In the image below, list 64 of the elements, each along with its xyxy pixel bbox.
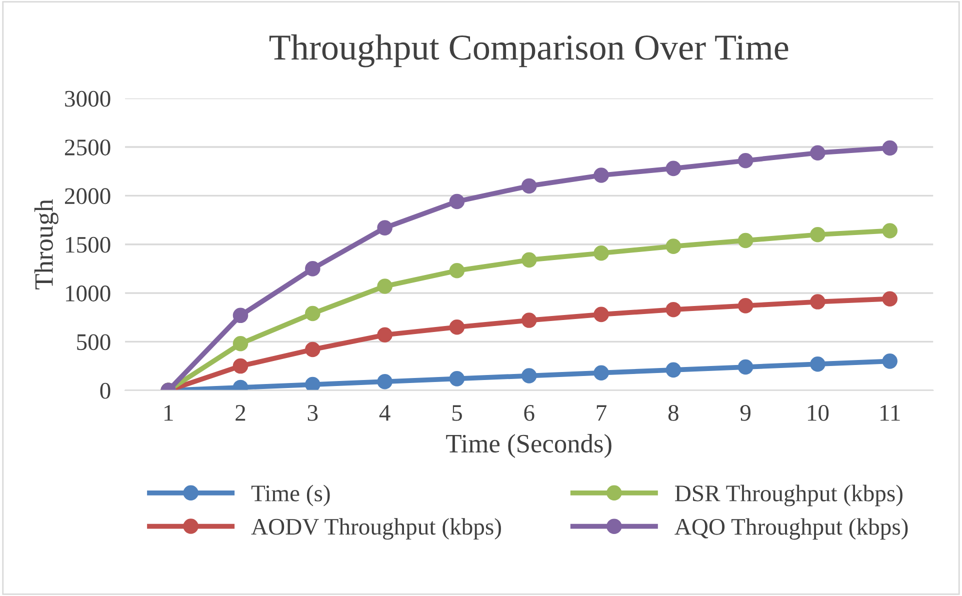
y-tick-label: 500 bbox=[77, 334, 110, 350]
x-tick-label: 11 bbox=[880, 405, 900, 421]
point bbox=[594, 245, 609, 261]
x-tick-label: 8 bbox=[668, 404, 678, 421]
point bbox=[232, 308, 248, 324]
point bbox=[377, 374, 392, 390]
y-tick-label: 0 bbox=[100, 382, 110, 399]
point bbox=[449, 263, 465, 278]
point bbox=[521, 252, 537, 268]
point bbox=[232, 358, 248, 374]
point bbox=[594, 365, 609, 380]
point bbox=[377, 220, 392, 236]
point bbox=[594, 306, 609, 322]
point bbox=[882, 354, 898, 369]
point bbox=[232, 336, 248, 352]
x-tick-label: 10 bbox=[808, 404, 829, 421]
point bbox=[738, 232, 754, 248]
point bbox=[810, 226, 826, 242]
point bbox=[305, 306, 320, 322]
point bbox=[521, 178, 537, 194]
point bbox=[882, 291, 898, 307]
point bbox=[521, 312, 537, 328]
x-tick-label: 5 bbox=[452, 405, 462, 421]
point bbox=[666, 362, 682, 378]
point bbox=[594, 168, 609, 183]
point bbox=[377, 327, 392, 343]
point bbox=[449, 371, 465, 386]
x-tick-label: 7 bbox=[596, 405, 606, 421]
point bbox=[810, 356, 826, 372]
point bbox=[377, 278, 392, 294]
x-tick-label: 4 bbox=[379, 405, 390, 421]
point bbox=[810, 145, 826, 160]
x-tick-label: 3 bbox=[308, 405, 318, 421]
point bbox=[810, 294, 826, 310]
point bbox=[305, 342, 320, 358]
point bbox=[738, 359, 754, 375]
y-tick-label: 3000 bbox=[65, 90, 110, 107]
point bbox=[666, 160, 682, 176]
point bbox=[882, 140, 898, 156]
point bbox=[738, 153, 754, 168]
point bbox=[449, 194, 465, 210]
point bbox=[521, 368, 537, 384]
x-axis-title: Time (Seconds) bbox=[446, 434, 612, 458]
point bbox=[882, 223, 898, 238]
x-tick-label: 6 bbox=[524, 405, 534, 421]
point bbox=[666, 238, 682, 254]
point bbox=[305, 261, 320, 276]
point bbox=[666, 302, 682, 318]
y-tick-label: 2500 bbox=[64, 140, 110, 156]
x-tick-label: 1 bbox=[164, 405, 173, 421]
legend-label: DSR Throughput (kbps) bbox=[675, 484, 902, 506]
x-tick-label: 2 bbox=[236, 405, 246, 421]
y-axis-title: Through bbox=[34, 199, 58, 290]
point bbox=[738, 298, 754, 314]
point bbox=[449, 319, 465, 335]
chart-title: Throughput Comparison Over Time bbox=[269, 34, 788, 68]
legend-label: AODV Throughput (kbps) bbox=[251, 518, 501, 540]
legend-label: AQO Throughput (kbps) bbox=[674, 518, 908, 540]
y-tick-label: 1500 bbox=[66, 236, 110, 253]
point bbox=[305, 376, 320, 390]
legend-label: Time (s) bbox=[251, 484, 330, 506]
x-tick-label: 9 bbox=[740, 405, 750, 421]
y-tick-label: 2000 bbox=[64, 188, 110, 204]
y-tick-label: 1000 bbox=[66, 286, 110, 302]
